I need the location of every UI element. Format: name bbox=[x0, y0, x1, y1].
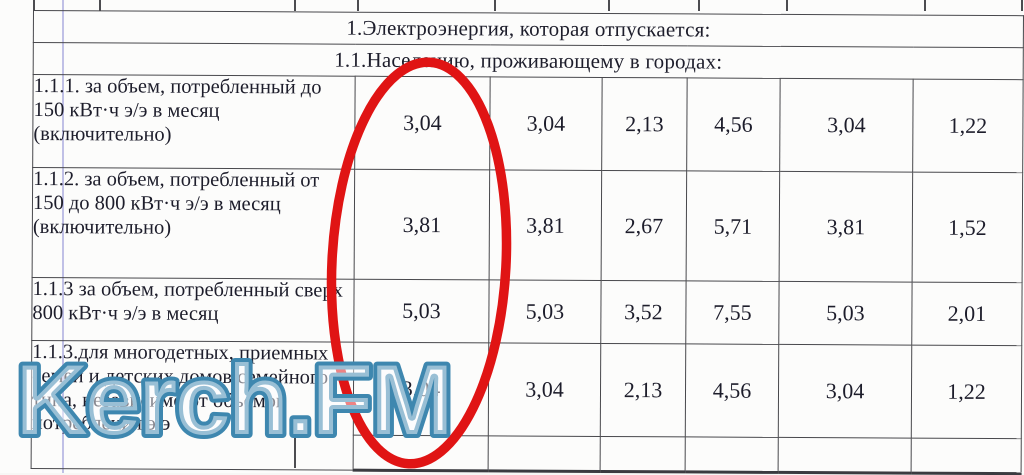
tariff-value: 3,04 bbox=[353, 342, 489, 436]
table-top-row-fragment bbox=[0, 0, 1024, 11]
tariff-value: 3,52 bbox=[600, 280, 687, 344]
table-row: 1.1.3 за объем, потребленный сверх 800 к… bbox=[31, 277, 1023, 346]
table-section-header-row: 1.Электроэнергия, которая отпускается: bbox=[33, 10, 1024, 48]
tariff-value: 3,81 bbox=[489, 169, 602, 281]
tariff-value: 4,56 bbox=[685, 343, 779, 438]
empty-cell bbox=[685, 436, 779, 473]
tariff-value: 2,13 bbox=[601, 77, 688, 171]
tariff-value: 3,04 bbox=[354, 76, 491, 170]
grid-line-fragment bbox=[698, 0, 700, 11]
grid-line-fragment bbox=[294, 0, 296, 11]
empty-cell bbox=[488, 435, 601, 472]
empty-cell bbox=[353, 435, 489, 471]
empty-cell bbox=[911, 438, 1022, 474]
grid-line-fragment bbox=[99, 0, 101, 11]
tariff-value: 4,56 bbox=[686, 77, 781, 172]
tariff-value: 2,67 bbox=[601, 170, 687, 281]
empty-cell bbox=[600, 436, 686, 472]
table-row: 1.1.2. за объем, потребленный от 150 до … bbox=[32, 167, 1023, 283]
tariff-value: 1,52 bbox=[912, 172, 1023, 283]
grid-line-fragment bbox=[494, 0, 496, 11]
row-label: 1.1.1. за объем, потребленный до 150 кВт… bbox=[32, 74, 356, 170]
table-row: 1.1.3.для многодетных, приемных семей и … bbox=[31, 340, 1022, 471]
row-label: 1.1.2. за объем, потребленный от 150 до … bbox=[32, 167, 355, 280]
grid-line-fragment bbox=[608, 0, 610, 11]
tariff-table: 1.Электроэнергия, которая отпускается: 1… bbox=[31, 10, 1024, 475]
grid-line-fragment bbox=[924, 0, 926, 11]
row-label: 1.1.3 за объем, потребленный сверх 800 к… bbox=[31, 277, 355, 343]
grid-line-fragment bbox=[33, 0, 35, 11]
tariff-value: 3,81 bbox=[354, 169, 490, 280]
tariff-value: 1,22 bbox=[911, 345, 1022, 439]
tariff-value: 5,03 bbox=[778, 281, 913, 346]
tariff-value: 3,04 bbox=[489, 76, 603, 171]
tariff-value: 5,03 bbox=[488, 279, 602, 344]
grid-line-fragment bbox=[1021, 0, 1023, 11]
section-header: 1.Электроэнергия, которая отпускается: bbox=[33, 10, 1024, 48]
row-label: 1.1.3.для многодетных, приемных семей и … bbox=[31, 340, 354, 471]
tariff-value: 5,03 bbox=[353, 279, 490, 343]
table-row: 1.1.1. за объем, потребленный до 150 кВт… bbox=[32, 74, 1024, 173]
grid-line-fragment bbox=[357, 0, 359, 11]
tariff-value: 3,04 bbox=[778, 344, 912, 439]
table-bottom-row-fragment bbox=[294, 433, 296, 468]
tariff-value: 3,81 bbox=[779, 171, 913, 283]
tariff-value: 1,22 bbox=[912, 79, 1024, 173]
tariff-value: 3,04 bbox=[488, 342, 601, 437]
notebook-margin-line bbox=[62, 0, 64, 473]
tariff-value: 2,13 bbox=[600, 343, 686, 437]
table-subsection-header-row: 1.1.Населению, проживающему в городах: bbox=[33, 42, 1024, 80]
tariff-value: 2,01 bbox=[911, 282, 1023, 346]
grid-line-fragment bbox=[786, 0, 788, 11]
tariff-value: 7,55 bbox=[685, 280, 780, 345]
tariff-value: 5,71 bbox=[686, 170, 780, 282]
empty-cell bbox=[778, 437, 912, 474]
tariff-value: 3,04 bbox=[779, 78, 914, 173]
subsection-header: 1.1.Населению, проживающему в городах: bbox=[33, 42, 1024, 80]
